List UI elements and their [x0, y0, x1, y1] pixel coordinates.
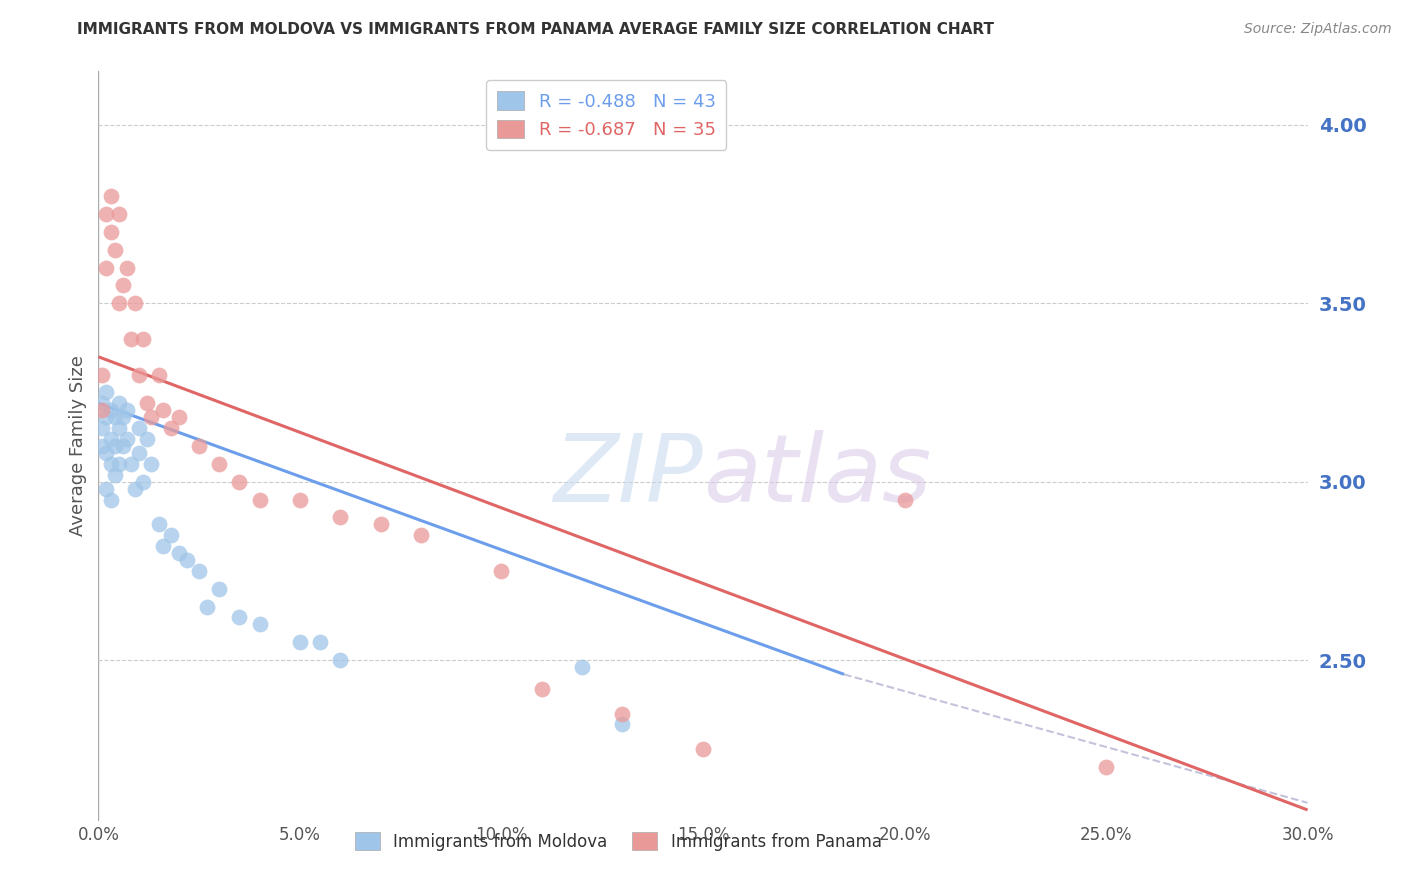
- Point: [115, 403, 138, 417]
- Text: ZIP: ZIP: [554, 431, 703, 522]
- Point: [103, 243, 125, 257]
- Point: [571, 660, 593, 674]
- Point: [176, 553, 198, 567]
- Point: [103, 410, 125, 425]
- Point: [188, 564, 211, 578]
- Point: [249, 492, 271, 507]
- Point: [288, 635, 311, 649]
- Point: [96, 410, 118, 425]
- Point: [208, 582, 231, 596]
- Point: [103, 467, 125, 482]
- Point: [96, 446, 118, 460]
- Point: [148, 517, 170, 532]
- Point: [188, 439, 211, 453]
- Point: [152, 403, 174, 417]
- Point: [124, 296, 146, 310]
- Point: [96, 260, 118, 275]
- Point: [288, 492, 311, 507]
- Point: [195, 599, 218, 614]
- Point: [148, 368, 170, 382]
- Point: [111, 278, 134, 293]
- Text: atlas: atlas: [703, 431, 931, 522]
- Point: [91, 421, 114, 435]
- Point: [167, 546, 190, 560]
- Point: [139, 457, 162, 471]
- Y-axis label: Average Family Size: Average Family Size: [69, 356, 87, 536]
- Point: [612, 717, 634, 731]
- Point: [409, 528, 432, 542]
- Point: [124, 482, 146, 496]
- Point: [135, 396, 157, 410]
- Point: [91, 368, 114, 382]
- Point: [100, 457, 122, 471]
- Point: [160, 421, 183, 435]
- Point: [96, 482, 118, 496]
- Point: [111, 410, 134, 425]
- Point: [100, 432, 122, 446]
- Point: [612, 706, 634, 721]
- Point: [115, 260, 138, 275]
- Point: [91, 396, 114, 410]
- Point: [107, 457, 129, 471]
- Point: [91, 403, 114, 417]
- Point: [329, 653, 352, 667]
- Point: [329, 510, 352, 524]
- Point: [132, 332, 155, 346]
- Point: [167, 410, 190, 425]
- Point: [115, 432, 138, 446]
- Point: [96, 385, 118, 400]
- Point: [530, 681, 553, 696]
- Point: [96, 207, 118, 221]
- Point: [120, 457, 142, 471]
- Point: [128, 446, 150, 460]
- Point: [100, 492, 122, 507]
- Point: [107, 296, 129, 310]
- Point: [370, 517, 392, 532]
- Point: [139, 410, 162, 425]
- Point: [107, 396, 129, 410]
- Point: [228, 610, 250, 624]
- Text: Source: ZipAtlas.com: Source: ZipAtlas.com: [1244, 22, 1392, 37]
- Point: [111, 439, 134, 453]
- Point: [692, 742, 714, 756]
- Point: [491, 564, 513, 578]
- Point: [120, 332, 142, 346]
- Point: [128, 421, 150, 435]
- Point: [249, 617, 271, 632]
- Point: [132, 475, 155, 489]
- Point: [208, 457, 231, 471]
- Point: [103, 439, 125, 453]
- Point: [893, 492, 915, 507]
- Point: [309, 635, 332, 649]
- Point: [100, 189, 122, 203]
- Point: [128, 368, 150, 382]
- Point: [107, 207, 129, 221]
- Point: [1095, 760, 1118, 774]
- Point: [160, 528, 183, 542]
- Point: [228, 475, 250, 489]
- Point: [100, 225, 122, 239]
- Point: [107, 421, 129, 435]
- Text: IMMIGRANTS FROM MOLDOVA VS IMMIGRANTS FROM PANAMA AVERAGE FAMILY SIZE CORRELATIO: IMMIGRANTS FROM MOLDOVA VS IMMIGRANTS FR…: [77, 22, 994, 37]
- Point: [135, 432, 157, 446]
- Point: [91, 439, 114, 453]
- Point: [152, 539, 174, 553]
- Legend: Immigrants from Moldova, Immigrants from Panama: Immigrants from Moldova, Immigrants from…: [349, 826, 889, 857]
- Point: [100, 403, 122, 417]
